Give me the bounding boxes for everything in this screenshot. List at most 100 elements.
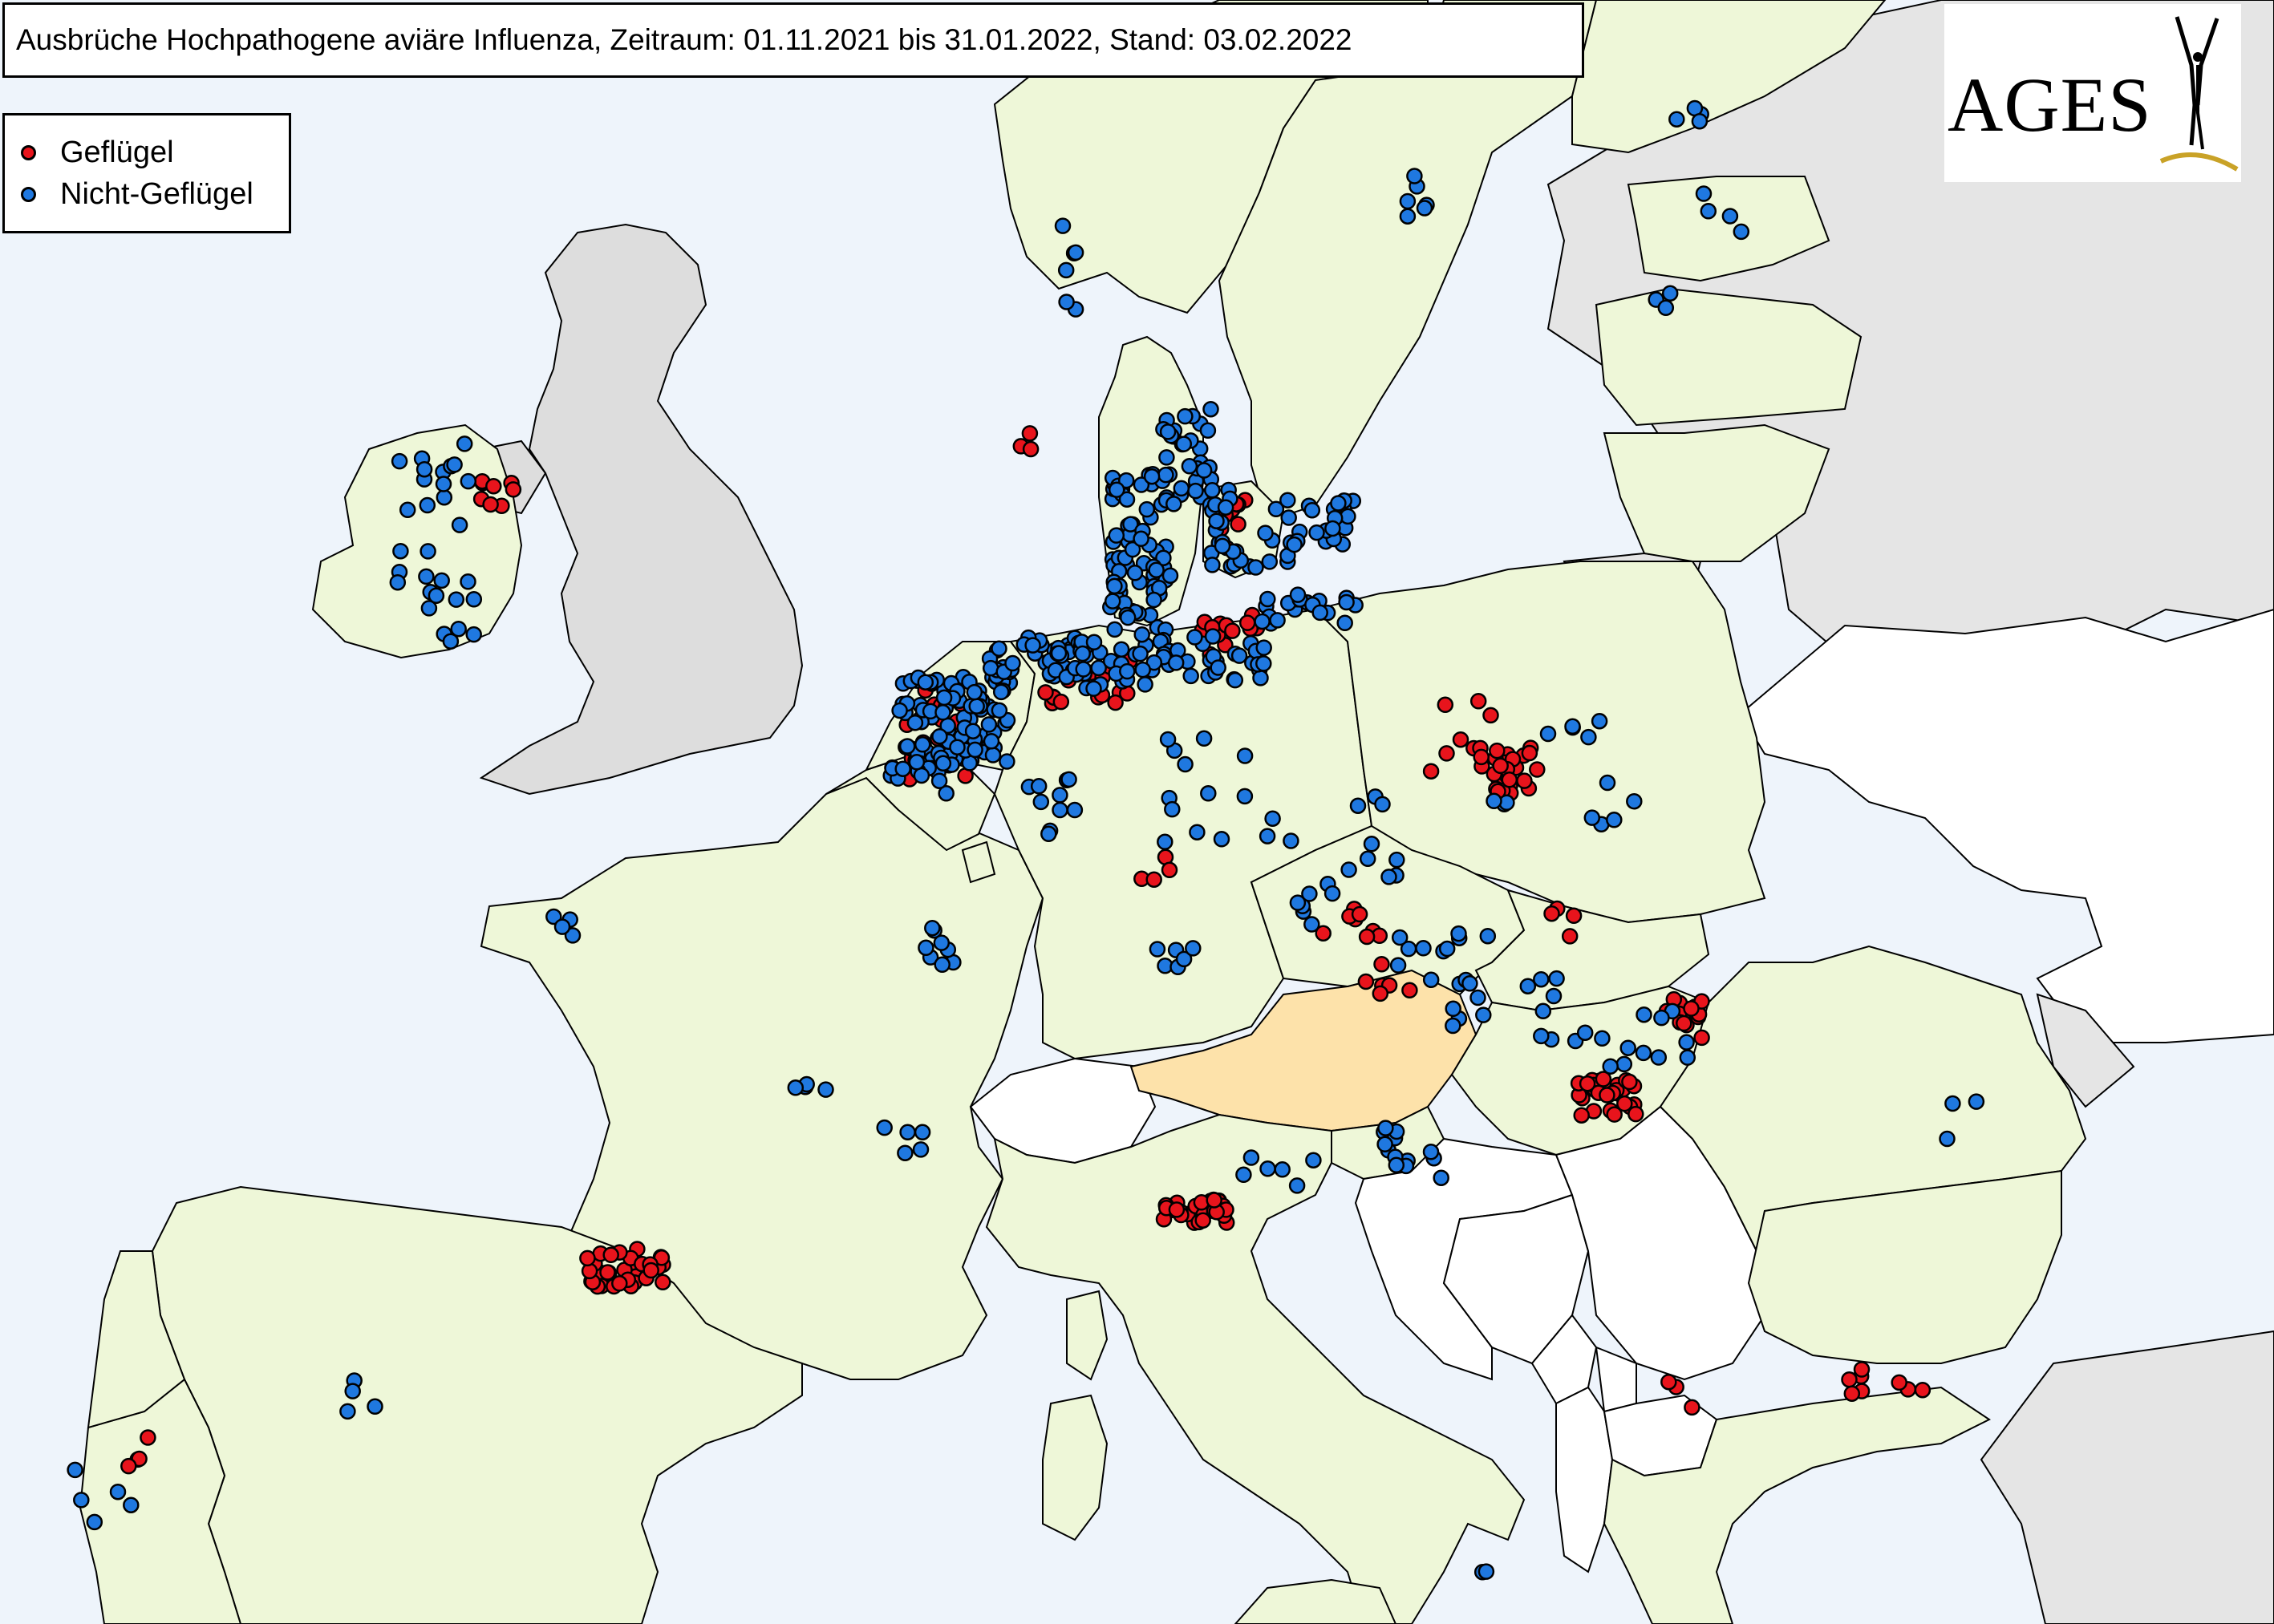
country-portugal-north (87, 1250, 186, 1429)
poultry-dot (1561, 928, 1579, 945)
poultry-dot (1052, 693, 1070, 711)
non-poultry-dot (446, 456, 463, 473)
non-poultry-dot (428, 587, 445, 604)
non-poultry-dot (1108, 527, 1125, 544)
non-poultry-dot (1301, 885, 1318, 902)
non-poultry-dot (1445, 1017, 1461, 1035)
non-poultry-dot (1157, 466, 1174, 484)
non-poultry-dot (1157, 833, 1173, 851)
non-poultry-dot (931, 727, 948, 745)
non-poultry-dot (465, 591, 483, 608)
non-poultry-dot (1040, 825, 1057, 843)
non-poultry-dot (415, 460, 433, 478)
non-poultry-dot (1944, 1095, 1961, 1112)
poultry-dot (505, 481, 522, 498)
non-poultry-dot (418, 568, 435, 585)
non-poultry-dot (1236, 747, 1254, 764)
non-poultry-dot (1606, 812, 1623, 828)
non-poultry-dot (1311, 604, 1328, 622)
non-poultry-dot (1388, 1156, 1405, 1174)
non-poultry-dot (1134, 661, 1151, 678)
non-poultry-dot (1052, 801, 1068, 819)
poultry-dot (642, 1262, 659, 1279)
poultry-dot (1168, 1201, 1186, 1218)
non-poultry-dot (1635, 1044, 1652, 1062)
poultry-dot (1482, 707, 1499, 724)
poultry-dot (1452, 731, 1469, 748)
island-sicily (1234, 1578, 1397, 1624)
poultry-dot (1599, 1087, 1615, 1104)
poultry-dot (140, 1429, 156, 1446)
non-poultry-dot (73, 1492, 90, 1509)
poultry-dot (1037, 684, 1054, 701)
poultry-dot (1372, 985, 1389, 1002)
poultry-dot (579, 1249, 596, 1267)
non-poultry-dot (1305, 1152, 1322, 1168)
poultry-dot (1627, 1105, 1644, 1123)
non-poultry-dot (1161, 567, 1179, 584)
poultry-dot (1194, 1212, 1211, 1229)
poultry-dot (1579, 1075, 1596, 1092)
country-ukraine (1739, 608, 2274, 1043)
non-poultry-dot (966, 683, 983, 701)
poultry-dot (1437, 696, 1454, 714)
non-poultry-dot (999, 753, 1015, 770)
poultry-dot (1914, 1381, 1931, 1399)
non-poultry-dot (930, 772, 948, 789)
non-poultry-dot (1024, 637, 1041, 654)
poultry-dot (1676, 1014, 1692, 1032)
poultry-dot (1853, 1361, 1871, 1378)
non-poultry-dot (1269, 612, 1286, 629)
non-poultry-dot (1118, 491, 1136, 508)
non-poultry-dot (442, 633, 460, 650)
non-poultry-dot (433, 572, 450, 589)
non-poultry-dot (1247, 559, 1264, 576)
non-poultry-dot (1242, 1149, 1260, 1166)
non-poultry-dot (1182, 667, 1199, 685)
poultry-dot-icon (21, 144, 36, 160)
non-poultry-dot (1217, 499, 1234, 516)
non-poultry-dot (991, 640, 1007, 657)
non-poultry-dot (1133, 476, 1150, 493)
non-poultry-dot (984, 747, 1002, 763)
non-poultry-dot (1433, 1169, 1449, 1186)
country-bulgaria (1747, 1169, 2062, 1364)
poultry-dot (1422, 763, 1440, 780)
non-poultry-dot (1195, 462, 1213, 479)
non-poultry-dot (1159, 423, 1177, 440)
non-poultry-dot (1165, 496, 1182, 512)
non-poultry-dot (1106, 621, 1123, 638)
non-poultry-dot (1145, 654, 1163, 671)
non-poultry-dot (1461, 975, 1478, 992)
poultry-dot (1595, 1071, 1612, 1087)
non-poultry-dot (1377, 1120, 1394, 1136)
non-poultry-dot (1210, 659, 1226, 676)
non-poultry-dot (436, 488, 453, 506)
non-poultry-dot (1117, 472, 1135, 489)
non-poultry-dot (1124, 541, 1141, 558)
poultry-dot (1373, 956, 1390, 973)
non-poultry-dot (420, 600, 438, 617)
poultry-dot (599, 1264, 616, 1281)
non-poultry-dot (1187, 482, 1204, 500)
non-poultry-dot (1252, 670, 1269, 686)
non-poultry-dot (1106, 577, 1123, 595)
country-poland (1314, 561, 1766, 924)
non-poultry-dot (1303, 916, 1320, 933)
non-poultry-dot (924, 919, 941, 937)
poultry-dot (1501, 772, 1518, 788)
country-greece (1603, 1386, 1991, 1624)
non-poultry-dot (1391, 929, 1409, 946)
non-poultry-dot (1255, 655, 1272, 672)
non-poultry-dot (1389, 957, 1407, 974)
non-poultry-dot (1594, 1030, 1611, 1047)
poultry-dot (1145, 871, 1162, 888)
non-poultry-dot (344, 1383, 361, 1399)
country-moldova (2036, 993, 2135, 1108)
non-poultry-dot (1202, 400, 1219, 418)
non-poultry-dot (1204, 628, 1222, 645)
non-poultry-dot (1406, 168, 1423, 184)
country-sweden (1218, 0, 1598, 523)
non-poultry-dot (1415, 940, 1432, 957)
